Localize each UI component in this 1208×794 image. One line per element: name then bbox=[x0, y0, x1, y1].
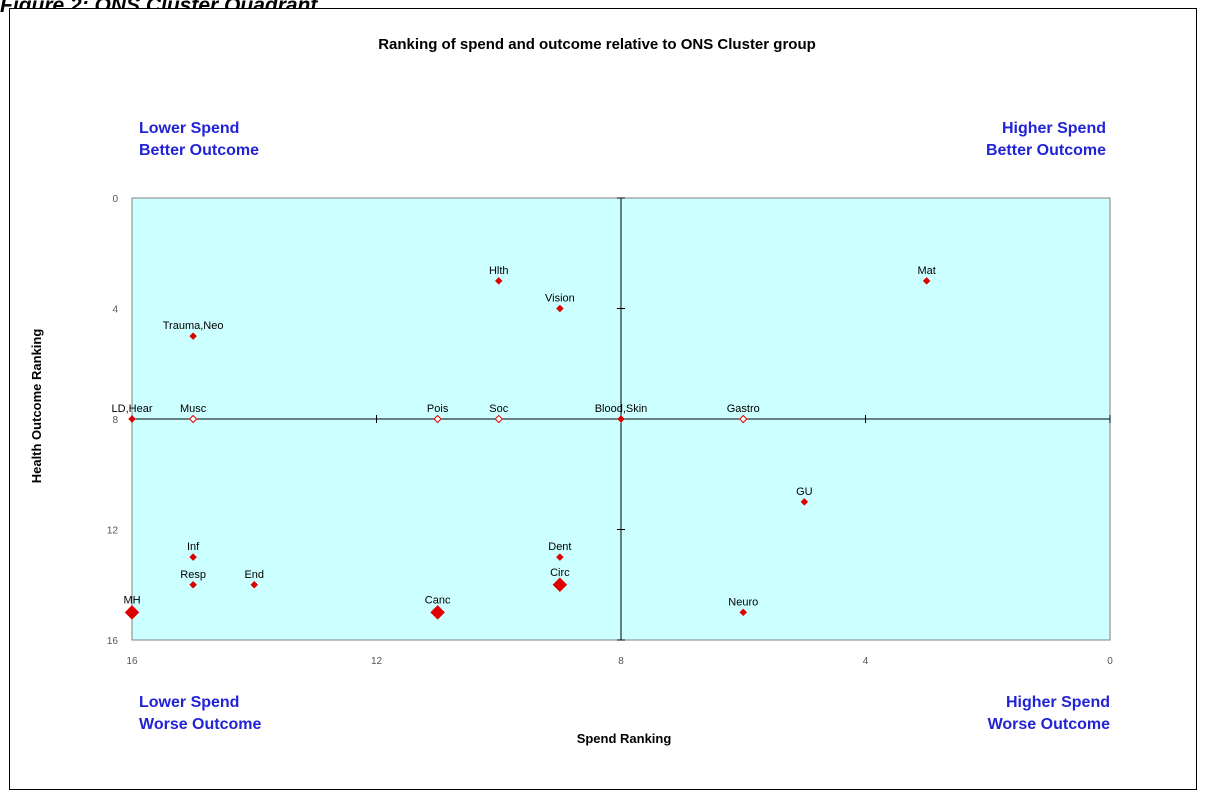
data-point bbox=[188, 414, 198, 424]
x-tick-label: 12 bbox=[371, 656, 383, 667]
data-point bbox=[739, 414, 748, 424]
quadrant-label-bottom-left-line1: Lower Spend bbox=[139, 694, 239, 711]
quadrant-label-top-left-line2: Better Outcome bbox=[139, 142, 259, 159]
data-point bbox=[430, 605, 445, 620]
data-label: End bbox=[244, 569, 264, 581]
data-point bbox=[739, 608, 748, 617]
data-label: Gastro bbox=[727, 403, 760, 415]
quadrant-label-bottom-right-line1: Higher Spend bbox=[1006, 694, 1110, 711]
data-points bbox=[124, 277, 931, 620]
quadrant-label-bottom-left-line2: Worse Outcome bbox=[139, 716, 262, 733]
data-point bbox=[189, 580, 197, 589]
y-tick-label: 8 bbox=[112, 415, 118, 426]
data-label: Soc bbox=[489, 403, 508, 415]
data-point bbox=[124, 605, 140, 620]
data-label: Neuro bbox=[728, 596, 758, 608]
y-tick-label: 0 bbox=[112, 194, 118, 205]
data-label: Inf bbox=[187, 541, 200, 553]
data-label: Musc bbox=[180, 403, 207, 415]
data-point bbox=[556, 553, 564, 561]
y-tick-label: 4 bbox=[112, 305, 118, 316]
data-point bbox=[250, 580, 259, 589]
data-label: Trauma,Neo bbox=[163, 320, 224, 332]
data-point bbox=[922, 277, 931, 285]
y-tick-label: 16 bbox=[107, 636, 119, 647]
quadrant-label-top-right-line2: Better Outcome bbox=[986, 142, 1106, 159]
data-labels: Hlth Mat Vision Trauma,Neo LD,Hear Musc Pois So… bbox=[112, 265, 936, 609]
data-point bbox=[433, 414, 442, 424]
data-label: Dent bbox=[548, 541, 571, 553]
data-point bbox=[556, 304, 564, 313]
quadrant-label-top-right-line1: Higher Spend bbox=[1002, 120, 1106, 137]
data-point bbox=[189, 553, 197, 561]
quadrant-label-bottom-right-line2: Worse Outcome bbox=[988, 716, 1111, 733]
data-label: Circ bbox=[550, 567, 570, 579]
data-point bbox=[552, 577, 568, 593]
data-label: LD,Hear bbox=[112, 403, 153, 415]
data-point bbox=[617, 415, 625, 423]
quadrant-label-top-left-line1: Lower Spend bbox=[139, 120, 239, 137]
data-point bbox=[128, 415, 136, 423]
data-label: Vision bbox=[545, 293, 575, 305]
x-axis-title: Spend Ranking bbox=[577, 731, 672, 746]
data-point bbox=[494, 277, 503, 285]
data-label: Hlth bbox=[489, 265, 509, 277]
x-tick-label: 8 bbox=[618, 656, 624, 667]
data-label: Mat bbox=[917, 265, 935, 277]
x-tick-label: 0 bbox=[1107, 656, 1113, 667]
data-label: Resp bbox=[180, 569, 206, 581]
data-label: Pois bbox=[427, 403, 449, 415]
x-tick-label: 4 bbox=[863, 656, 869, 667]
y-tick-label: 12 bbox=[107, 526, 119, 537]
data-point bbox=[800, 498, 809, 506]
data-label: MH bbox=[123, 594, 140, 606]
data-point bbox=[189, 332, 197, 340]
x-tick-label: 16 bbox=[126, 656, 138, 667]
data-label: Canc bbox=[425, 594, 451, 606]
data-label: GU bbox=[796, 486, 813, 498]
data-point bbox=[494, 414, 503, 424]
y-axis-title: Health Outcome Ranking bbox=[29, 329, 44, 484]
chart-title: Ranking of spend and outcome relative to… bbox=[378, 36, 816, 53]
data-label: Blood,Skin bbox=[595, 403, 648, 415]
